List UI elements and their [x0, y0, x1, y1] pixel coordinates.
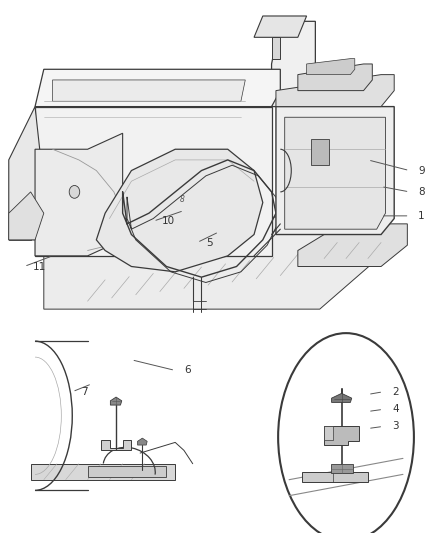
Polygon shape [35, 69, 280, 107]
Polygon shape [298, 224, 407, 266]
Polygon shape [285, 117, 385, 229]
Text: 1: 1 [418, 211, 425, 221]
Polygon shape [9, 192, 44, 240]
Text: 3: 3 [392, 422, 399, 431]
Polygon shape [332, 393, 352, 402]
Text: 11: 11 [33, 262, 46, 271]
Polygon shape [276, 75, 394, 107]
Polygon shape [110, 397, 122, 405]
Polygon shape [276, 107, 394, 235]
Polygon shape [307, 59, 355, 75]
Polygon shape [53, 80, 245, 101]
Polygon shape [44, 213, 381, 309]
Polygon shape [302, 472, 368, 482]
Polygon shape [35, 133, 123, 256]
Polygon shape [254, 16, 307, 37]
Polygon shape [245, 21, 315, 107]
Polygon shape [9, 224, 31, 240]
Text: 5: 5 [206, 238, 212, 247]
Polygon shape [298, 64, 372, 91]
Polygon shape [101, 440, 131, 450]
Ellipse shape [278, 333, 414, 533]
Polygon shape [88, 466, 166, 477]
Text: 8: 8 [418, 187, 425, 197]
Text: 8: 8 [179, 196, 184, 204]
Polygon shape [311, 139, 328, 165]
Text: 10: 10 [162, 216, 175, 226]
Polygon shape [331, 464, 353, 473]
Polygon shape [272, 37, 280, 59]
Text: 9: 9 [418, 166, 425, 175]
Polygon shape [324, 426, 333, 440]
Text: 2: 2 [392, 387, 399, 397]
Polygon shape [35, 107, 272, 256]
Text: 7: 7 [81, 387, 88, 397]
Polygon shape [138, 438, 147, 445]
Polygon shape [96, 149, 263, 272]
Circle shape [69, 185, 80, 198]
Text: 4: 4 [392, 405, 399, 414]
Polygon shape [9, 107, 44, 240]
Text: 6: 6 [184, 366, 191, 375]
Polygon shape [324, 426, 359, 445]
Polygon shape [31, 464, 175, 480]
